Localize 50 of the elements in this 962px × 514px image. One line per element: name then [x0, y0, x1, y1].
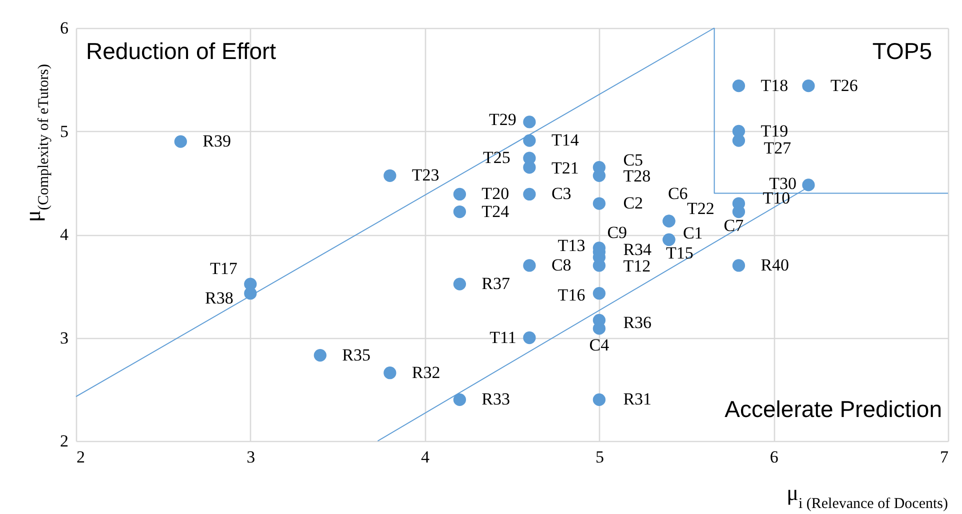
data-label: T15	[666, 244, 694, 263]
annotation: TOP5	[872, 38, 932, 64]
data-label: R38	[205, 288, 234, 308]
annotation: Reduction of Effort	[86, 38, 277, 64]
data-label: C4	[589, 335, 610, 354]
data-label: C3	[551, 184, 572, 204]
y-tick-label: 3	[60, 328, 68, 348]
data-label: R35	[342, 345, 371, 364]
data-label: T21	[551, 158, 579, 178]
data-label: T24	[482, 202, 510, 221]
data-label: R37	[482, 274, 511, 294]
data-label: C5	[623, 150, 644, 170]
x-tick-label: 7	[940, 448, 949, 466]
x-tick-label: 2	[76, 448, 85, 466]
data-label: C6	[668, 184, 688, 204]
data-label: C8	[551, 255, 572, 274]
data-label: C7	[724, 216, 744, 235]
data-label: C9	[607, 222, 628, 242]
data-label: R31	[623, 390, 652, 409]
x-axis-title: μ$_{i (Relevance of Docents)}$	[786, 480, 948, 512]
data-label: R40	[760, 255, 790, 274]
data-label: T14	[551, 130, 580, 150]
x-tick-label: 6	[770, 448, 778, 466]
data-label: C2	[623, 194, 644, 213]
y-tick-label: 6	[60, 18, 68, 38]
data-label: T28	[623, 166, 651, 186]
x-tick-label: 3	[246, 448, 256, 466]
data-label: T26	[830, 76, 858, 95]
x-tick-label: 5	[595, 448, 604, 466]
data-label: T19	[760, 121, 788, 140]
x-tick-label: 4	[421, 448, 430, 466]
y-tick-label: 5	[60, 122, 68, 141]
annotation: Accelerate Prediction	[724, 396, 942, 422]
data-label: R39	[202, 132, 231, 151]
data-label: R33	[482, 390, 510, 409]
data-label: T18	[760, 76, 788, 95]
data-label: T13	[558, 236, 586, 256]
data-label: T23	[412, 166, 440, 185]
data-label: C1	[682, 224, 703, 243]
data-label: R32	[412, 362, 440, 382]
y-tick-label: 4	[60, 225, 69, 244]
data-label: R36	[623, 313, 652, 332]
data-label: T27	[764, 138, 792, 158]
data-label: T20	[482, 184, 510, 204]
data-label: T11	[490, 328, 516, 347]
data-label: T22	[686, 199, 714, 218]
data-label: T16	[558, 285, 586, 304]
data-label: T17	[210, 259, 238, 278]
data-label: T29	[489, 110, 516, 129]
y-tick-label: 2	[60, 432, 68, 450]
